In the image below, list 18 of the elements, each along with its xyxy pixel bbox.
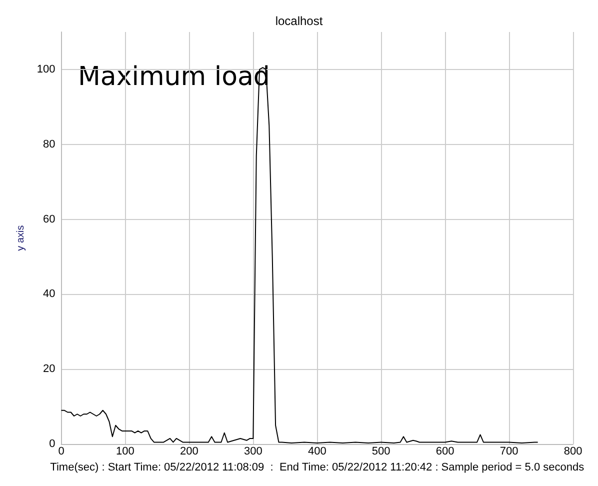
y-tick-label: 100 [36, 63, 56, 76]
y-tick-label: 60 [43, 213, 56, 226]
y-axis-title: y axis [16, 225, 26, 251]
x-tick-label: 300 [244, 446, 262, 458]
x-tick-label: 600 [436, 446, 454, 458]
x-tick-label: 400 [308, 446, 326, 458]
y-tick-label: 40 [43, 288, 56, 300]
x-tick-label: 500 [372, 446, 390, 458]
y-tick-label: 20 [43, 363, 56, 376]
chart-title: localhost [275, 14, 324, 28]
y-tick-label: 80 [43, 138, 56, 150]
x-tick-label: 200 [180, 446, 198, 458]
x-tick-label: 0 [58, 446, 64, 458]
line-series [60, 67, 538, 444]
x-axis-title: Time(sec) : Start Time: 05/22/2012 11:08:09 : End Time: 05/22/2012 11:20:42 : Sample period = 5.0 seconds [50, 462, 585, 474]
x-tick-label: 800 [564, 446, 582, 458]
x-tick-label: 700 [500, 446, 518, 458]
x-tick-label: 100 [116, 446, 134, 458]
